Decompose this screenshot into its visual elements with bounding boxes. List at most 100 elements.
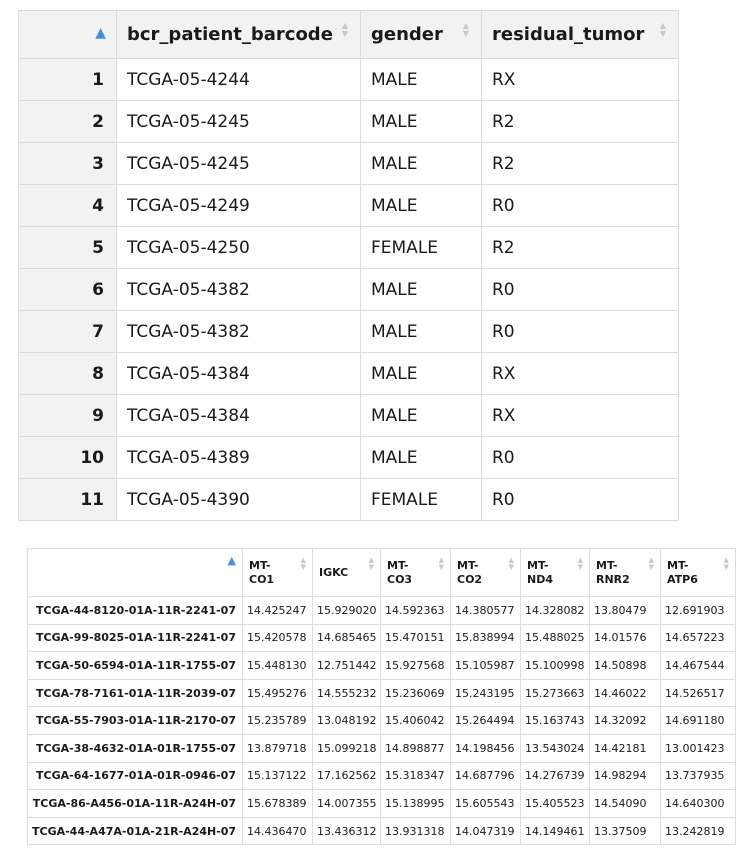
expression-value-cell: 14.54090 <box>589 789 661 818</box>
sort-both-icon[interactable]: ▲ ▼ <box>508 556 514 571</box>
table-row: TCGA-44-8120-01A-11R-2241-07 14.425247 15.… <box>27 596 736 625</box>
sort-both-icon[interactable]: ▲ ▼ <box>462 21 469 38</box>
barcode-cell: TCGA-05-4244 <box>116 58 361 101</box>
sample-name-cell: TCGA-86-A456-01A-11R-A24H-07 <box>27 789 243 818</box>
expression-value-cell: 15.488025 <box>520 623 590 653</box>
sort-both-icon[interactable]: ▲ ▼ <box>577 556 583 571</box>
gender-cell: MALE <box>360 352 482 395</box>
rownum-column-header[interactable]: ▲ <box>18 10 117 59</box>
row-number-cell: 1 <box>18 58 117 101</box>
residual-tumor-cell: R2 <box>481 142 679 185</box>
column-header-label-line2: ATP6 <box>667 572 698 586</box>
sort-both-icon[interactable]: ▲ ▼ <box>723 556 729 571</box>
expression-value-cell: 15.163743 <box>520 706 590 735</box>
gender-cell: MALE <box>360 394 482 437</box>
expression-value-cell: 15.927568 <box>380 651 451 680</box>
sort-both-icon[interactable]: ▲ ▼ <box>368 556 374 571</box>
row-number-cell: 10 <box>18 436 117 479</box>
barcode-cell: TCGA-05-4382 <box>116 268 361 311</box>
expression-value-cell: 15.138995 <box>380 789 451 818</box>
gender-cell: MALE <box>360 142 482 185</box>
expression-value-cell: 15.470151 <box>380 623 451 653</box>
column-header-label-line2: CO3 <box>387 572 413 586</box>
patient-table-body: 1 TCGA-05-4244 MALE RX 2 TCGA-05-4245 MALE R2 3 T… <box>18 58 679 521</box>
gender-cell: MALE <box>360 436 482 479</box>
expression-value-cell: 15.318347 <box>380 761 451 791</box>
expression-value-cell: 13.37509 <box>589 816 661 846</box>
barcode-cell: TCGA-05-4245 <box>116 142 361 185</box>
expression-value-cell: 13.242819 <box>660 816 736 846</box>
expression-value-cell: 14.467544 <box>660 651 736 680</box>
column-header-label: IGKC <box>319 565 349 579</box>
row-number-cell: 6 <box>18 268 117 311</box>
column-header-label: gender <box>371 24 443 45</box>
gene-column-header[interactable]: MT- ND4 ▲ ▼ <box>520 548 590 597</box>
sort-both-icon[interactable]: ▲ ▼ <box>438 556 444 571</box>
residual-tumor-cell: R2 <box>481 100 679 143</box>
sort-both-icon[interactable]: ▲ ▼ <box>648 556 654 571</box>
expression-value-cell: 14.685465 <box>312 623 381 653</box>
table-row: 4 TCGA-05-4249 MALE R0 <box>18 184 679 227</box>
table-row: 10 TCGA-05-4389 MALE R0 <box>18 436 679 479</box>
expression-value-cell: 14.50898 <box>589 651 661 680</box>
gene-column-header[interactable]: MT- CO3 ▲ ▼ <box>380 548 451 597</box>
gene-column-header[interactable]: MT- ATP6 ▲ ▼ <box>660 548 736 597</box>
barcode-cell: TCGA-05-4384 <box>116 352 361 395</box>
table-row: 11 TCGA-05-4390 FEMALE R0 <box>18 478 679 521</box>
gender-cell: MALE <box>360 58 482 101</box>
expression-value-cell: 14.198456 <box>450 733 521 763</box>
sample-name-cell: TCGA-64-1677-01A-01R-0946-07 <box>27 761 243 791</box>
expression-value-cell: 14.436470 <box>242 816 313 846</box>
expression-value-cell: 14.46022 <box>589 678 661 708</box>
expression-value-cell: 14.526517 <box>660 678 736 708</box>
column-header-label: MT- <box>527 558 549 572</box>
gender-cell: FEMALE <box>360 478 482 521</box>
patient-table: ▲ bcr_patient_barcode ▲ ▼ gender ▲ ▼ resid… <box>18 10 679 521</box>
expression-value-cell: 13.737935 <box>660 761 736 791</box>
sort-both-icon[interactable]: ▲ ▼ <box>300 556 306 571</box>
expression-value-cell: 12.691903 <box>660 596 736 625</box>
column-header-label: MT- <box>387 558 409 572</box>
expression-table: ▲ MT- CO1 ▲ ▼ IGKC ▲ ▼ MT- CO3 ▲ ▼ MT- CO2 ▲ ▼ MT- ND4 ▲ ▼… <box>27 548 736 846</box>
sort-ascending-icon[interactable]: ▲ <box>95 25 106 41</box>
expression-value-cell: 12.751442 <box>312 651 381 680</box>
gene-column-header[interactable]: MT- CO1 ▲ ▼ <box>242 548 313 597</box>
rowname-column-header[interactable]: ▲ <box>27 548 243 597</box>
expression-value-cell: 14.898877 <box>380 733 451 763</box>
table-row: 2 TCGA-05-4245 MALE R2 <box>18 100 679 143</box>
column-header-label-line2: ND4 <box>527 572 553 586</box>
barcode-cell: TCGA-05-4245 <box>116 100 361 143</box>
expression-value-cell: 14.687796 <box>450 761 521 791</box>
gene-column-header[interactable]: MT- CO2 ▲ ▼ <box>450 548 521 597</box>
expression-value-cell: 14.42181 <box>589 733 661 763</box>
patient-table-header: ▲ bcr_patient_barcode ▲ ▼ gender ▲ ▼ resid… <box>18 10 679 59</box>
table-row: TCGA-55-7903-01A-11R-2170-07 15.235789 13.… <box>27 706 736 735</box>
sort-both-icon[interactable]: ▲ ▼ <box>659 21 666 38</box>
expression-value-cell: 14.691180 <box>660 706 736 735</box>
column-header-gender[interactable]: gender ▲ ▼ <box>360 10 482 59</box>
expression-value-cell: 17.162562 <box>312 761 381 791</box>
sort-both-icon[interactable]: ▲ ▼ <box>341 21 348 38</box>
table-row: 3 TCGA-05-4245 MALE R2 <box>18 142 679 185</box>
expression-value-cell: 13.436312 <box>312 816 381 846</box>
column-header-label-line2: CO2 <box>457 572 483 586</box>
sort-ascending-icon[interactable]: ▲ <box>227 554 236 567</box>
column-header-barcode[interactable]: bcr_patient_barcode ▲ ▼ <box>116 10 361 59</box>
expression-value-cell: 15.236069 <box>380 678 451 708</box>
sample-name-cell: TCGA-78-7161-01A-11R-2039-07 <box>27 678 243 708</box>
table-row: TCGA-50-6594-01A-11R-1755-07 15.448130 12.… <box>27 651 736 680</box>
gene-column-header[interactable]: IGKC ▲ ▼ <box>312 548 381 597</box>
expression-table-body: TCGA-44-8120-01A-11R-2241-07 14.425247 15.… <box>27 596 736 846</box>
barcode-cell: TCGA-05-4249 <box>116 184 361 227</box>
gender-cell: FEMALE <box>360 226 482 269</box>
expression-value-cell: 14.276739 <box>520 761 590 791</box>
column-header-residual-tumor[interactable]: residual_tumor ▲ ▼ <box>481 10 679 59</box>
expression-value-cell: 14.555232 <box>312 678 381 708</box>
expression-value-cell: 14.32092 <box>589 706 661 735</box>
table-row: 5 TCGA-05-4250 FEMALE R2 <box>18 226 679 269</box>
residual-tumor-cell: RX <box>481 58 679 101</box>
gender-cell: MALE <box>360 184 482 227</box>
gene-column-header[interactable]: MT- RNR2 ▲ ▼ <box>589 548 661 597</box>
expression-value-cell: 15.099218 <box>312 733 381 763</box>
expression-value-cell: 14.047319 <box>450 816 521 846</box>
